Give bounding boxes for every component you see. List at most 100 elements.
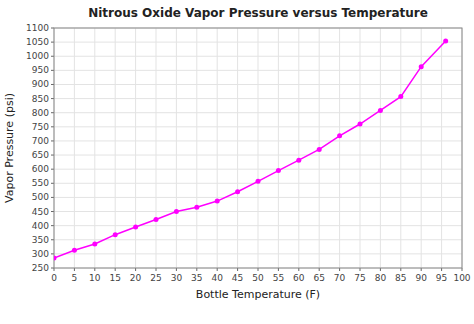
point — [296, 158, 301, 163]
y-tick-label: 750 — [32, 122, 49, 132]
x-grid-line — [237, 28, 238, 268]
y-grid-line — [54, 169, 462, 170]
y-tick-label: 800 — [32, 108, 49, 118]
y-tick-label: 1050 — [26, 37, 49, 47]
x-grid-line — [441, 28, 442, 268]
x-grid-line — [421, 28, 422, 268]
x-tick-label: 85 — [395, 273, 406, 283]
x-grid-line — [135, 28, 136, 268]
x-tick-label: 95 — [436, 273, 447, 283]
point — [317, 147, 322, 152]
y-grid-line — [54, 253, 462, 254]
point — [398, 94, 403, 99]
x-grid-line — [380, 28, 381, 268]
x-tick-label: 45 — [232, 273, 243, 283]
y-tick-label: 1100 — [26, 23, 49, 33]
y-tick-label: 650 — [32, 150, 49, 160]
x-tick-label: 40 — [211, 273, 223, 283]
y-grid-line — [54, 56, 462, 57]
y-tick-label: 550 — [32, 178, 49, 188]
y-grid-line — [54, 239, 462, 240]
x-grid-line — [217, 28, 218, 268]
line — [54, 41, 446, 258]
x-grid-line — [360, 28, 361, 268]
x-tick-label: 80 — [375, 273, 387, 283]
point — [337, 133, 342, 138]
x-grid-line — [74, 28, 75, 268]
grid — [54, 28, 462, 268]
x-grid-line — [258, 28, 259, 268]
x-tick-label: 10 — [89, 273, 101, 283]
y-axis: 2503003504004505005506006507007508008509… — [26, 23, 54, 273]
x-tick-label: 15 — [109, 273, 120, 283]
y-tick-label: 500 — [32, 192, 49, 202]
y-axis-label: Vapor Pressure (psi) — [3, 93, 16, 203]
y-grid-line — [54, 126, 462, 127]
y-grid-line — [54, 84, 462, 85]
point — [54, 256, 57, 261]
y-grid-line — [54, 211, 462, 212]
y-tick-label: 950 — [32, 65, 49, 75]
y-grid-line — [54, 42, 462, 43]
point — [133, 225, 138, 230]
y-tick-label: 900 — [32, 79, 49, 89]
plot-area — [54, 28, 462, 268]
x-grid-line — [278, 28, 279, 268]
point — [72, 248, 77, 253]
x-grid-line — [115, 28, 116, 268]
x-tick-label: 50 — [252, 273, 264, 283]
x-grid-line — [400, 28, 401, 268]
x-tick-label: 100 — [453, 273, 470, 283]
point — [256, 179, 261, 184]
x-tick-label: 90 — [415, 273, 427, 283]
point — [174, 209, 179, 214]
y-tick-label: 850 — [32, 94, 49, 104]
y-grid-line — [54, 197, 462, 198]
y-tick-label: 450 — [32, 207, 49, 217]
x-tick-label: 75 — [354, 273, 365, 283]
x-tick-label: 5 — [72, 273, 78, 283]
y-tick-label: 1000 — [26, 51, 49, 61]
x-grid-line — [156, 28, 157, 268]
x-tick-label: 25 — [150, 273, 161, 283]
x-tick-label: 20 — [130, 273, 142, 283]
y-tick-label: 250 — [32, 263, 49, 273]
point — [358, 122, 363, 127]
y-grid-line — [54, 112, 462, 113]
y-tick-label: 300 — [32, 249, 49, 259]
point — [378, 108, 383, 113]
chart: 0 5 10 15 20 25 30 35 40 45 50 55 60 65 70 75 80 85 90 95 10… — [0, 0, 474, 324]
x-grid-line — [176, 28, 177, 268]
point — [419, 64, 424, 69]
x-grid-line — [298, 28, 299, 268]
y-grid-line — [54, 225, 462, 226]
x-tick-label: 35 — [191, 273, 202, 283]
x-grid-line — [94, 28, 95, 268]
chart-container: 0 5 10 15 20 25 30 35 40 45 50 55 60 65 70 75 80 85 90 95 10… — [0, 0, 474, 324]
x-axis-label: Bottle Temperature (F) — [196, 288, 320, 301]
x-axis: 0 5 10 15 20 25 30 35 40 45 50 55 60 65 70 75 80 85 90 95 10… — [51, 268, 471, 283]
y-grid-line — [54, 140, 462, 141]
x-grid-line — [339, 28, 340, 268]
x-tick-label: 55 — [273, 273, 284, 283]
x-tick-label: 0 — [51, 273, 57, 283]
point — [235, 189, 240, 194]
y-tick-label: 350 — [32, 235, 49, 245]
point — [92, 242, 97, 247]
point — [154, 217, 159, 222]
x-grid-line — [196, 28, 197, 268]
point — [276, 168, 281, 173]
y-grid-line — [54, 70, 462, 71]
x-tick-label: 60 — [293, 273, 305, 283]
point — [194, 205, 199, 210]
y-grid-line — [54, 155, 462, 156]
x-tick-label: 70 — [334, 273, 346, 283]
y-tick-label: 600 — [32, 164, 49, 174]
x-tick-label: 65 — [313, 273, 324, 283]
series — [54, 38, 448, 260]
point — [113, 232, 118, 237]
point — [443, 38, 448, 43]
x-tick-label: 30 — [171, 273, 183, 283]
y-tick-label: 400 — [32, 221, 49, 231]
point — [215, 199, 220, 204]
